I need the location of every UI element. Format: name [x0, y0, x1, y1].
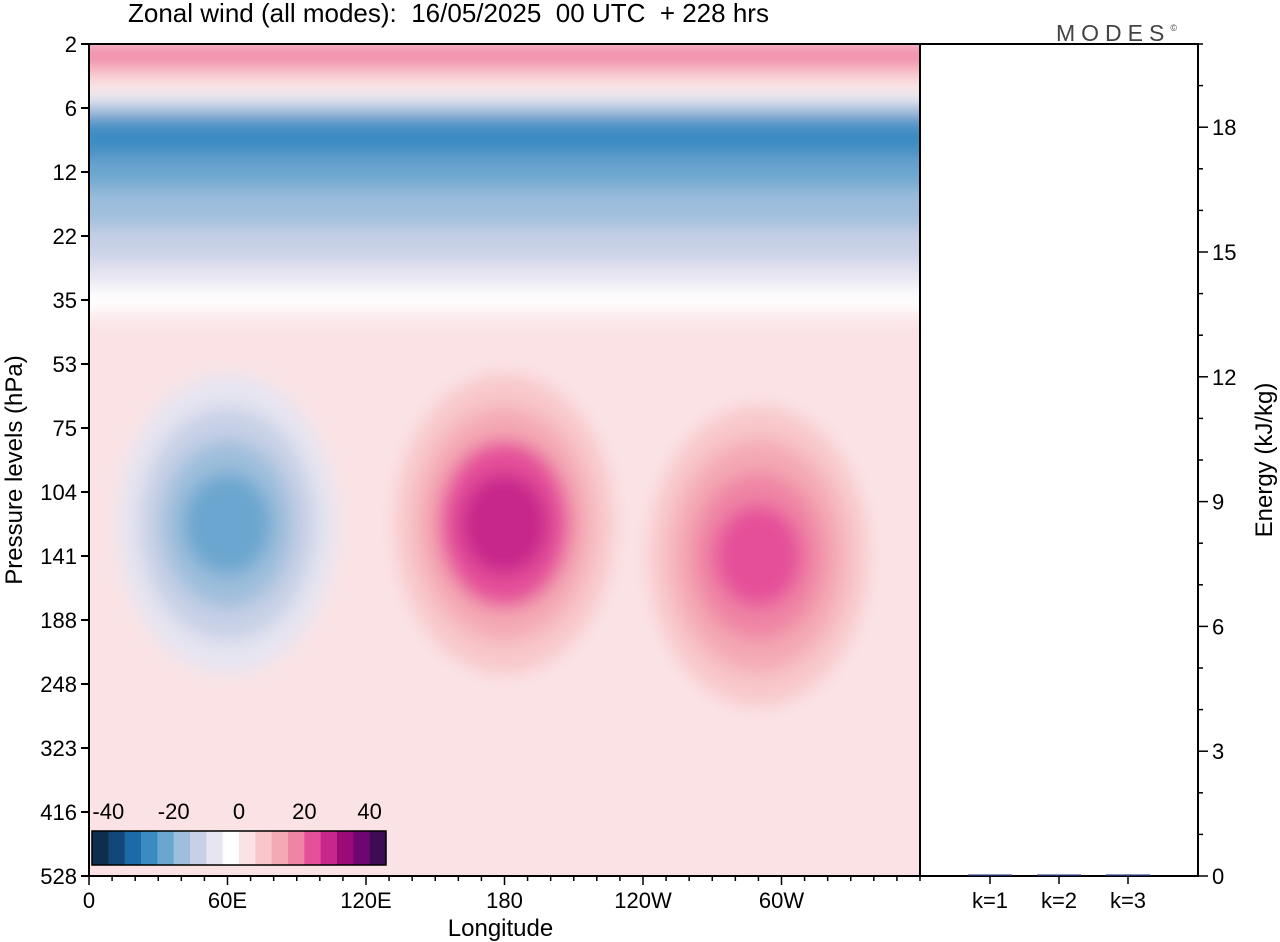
- y-tick-label: 248: [40, 672, 77, 697]
- wind-band: [89, 79, 920, 93]
- wind-band: [89, 156, 920, 189]
- energy-tick-label: 15: [1212, 240, 1236, 265]
- energy-panel-frame: [919, 43, 1199, 877]
- colorbar-tick-label: 0: [233, 799, 245, 824]
- modes-logo-text: MODES: [1056, 20, 1171, 46]
- colorbar: -40 -20 0 20 40: [91, 799, 387, 866]
- colorbar-swatch: [255, 831, 273, 865]
- colorbar-swatch: [173, 831, 191, 865]
- y-tick-label: 6: [65, 96, 77, 121]
- colorbar-tick-label: -40: [92, 799, 124, 824]
- energy-tick-label: 9: [1212, 490, 1224, 515]
- colorbar-swatch: [288, 831, 305, 865]
- y-tick-label: 528: [40, 864, 77, 889]
- y-tick-label: 22: [53, 224, 77, 249]
- colorbar-swatch: [92, 831, 109, 865]
- energy-tick-label: 12: [1212, 365, 1236, 390]
- energy-bar: [1106, 874, 1150, 876]
- wind-heatmap: [89, 44, 920, 876]
- colorbar-swatch: [271, 831, 289, 865]
- y-tick-label: 35: [53, 288, 77, 313]
- y-tick-label: 104: [40, 480, 77, 505]
- x-tick-label: 0: [83, 888, 95, 913]
- energy-category-label: k=2: [1041, 888, 1077, 913]
- colorbar-tick-label: -20: [158, 799, 190, 824]
- colorbar-swatch: [353, 831, 371, 865]
- energy-bar: [1037, 874, 1081, 876]
- colorbar-swatch: [108, 831, 126, 865]
- energy-bar: [968, 874, 1012, 876]
- y-tick-label: 141: [40, 544, 77, 569]
- colorbar-frame: [91, 830, 387, 866]
- energy-axis-title: Energy (kJ/kg): [1251, 383, 1278, 538]
- energy-tick-label: 6: [1212, 614, 1224, 639]
- colorbar-swatch: [320, 831, 338, 865]
- wind-band: [89, 98, 920, 113]
- wind-band: [89, 111, 920, 122]
- colorbar-swatch: [124, 831, 142, 865]
- wind-band: [89, 120, 920, 157]
- copyright-mark: ©: [1170, 23, 1177, 33]
- x-tick-label: 60E: [208, 888, 247, 913]
- energy-tick-label: 18: [1212, 115, 1236, 140]
- y-tick-label: 12: [53, 160, 77, 185]
- wind-band: [89, 312, 920, 365]
- x-tick-label: 120E: [340, 888, 391, 913]
- wind-core-contour: [714, 505, 803, 607]
- wind-band: [89, 66, 920, 81]
- x-tick-label: 60W: [759, 888, 804, 913]
- modes-logo: MODES©: [1056, 20, 1177, 47]
- colorbar-tick-label: 40: [357, 799, 381, 824]
- wind-band: [89, 44, 920, 68]
- y-tick-label: 75: [53, 416, 77, 441]
- y-tick-label: 188: [40, 608, 77, 633]
- colorbar-swatch: [337, 831, 354, 865]
- y-tick-label: 53: [53, 352, 77, 377]
- x-tick-label: 180: [486, 888, 523, 913]
- colorbar-swatch: [141, 831, 158, 865]
- colorbar-tick-label: 20: [292, 799, 316, 824]
- wind-band: [89, 287, 920, 314]
- colorbar-swatch: [190, 831, 207, 865]
- energy-tick-label: 3: [1212, 739, 1224, 764]
- y-tick-label: 323: [40, 736, 77, 761]
- wind-band: [89, 226, 920, 263]
- energy-category-label: k=3: [1110, 888, 1146, 913]
- y-axis-title: Pressure levels (hPa): [1, 355, 28, 584]
- wind-band: [89, 261, 920, 289]
- energy-category-label: k=1: [972, 888, 1008, 913]
- colorbar-swatch: [222, 831, 240, 865]
- wind-band: [89, 188, 920, 228]
- wind-core-contour: [183, 473, 272, 575]
- y-tick-label: 2: [65, 32, 77, 57]
- wind-band: [89, 92, 920, 100]
- colorbar-swatch: [157, 831, 175, 865]
- colorbar-swatch: [206, 831, 224, 865]
- colorbar-swatch: [304, 831, 322, 865]
- colorbar-swatch: [369, 831, 387, 865]
- energy-tick-label: 0: [1212, 864, 1224, 889]
- colorbar-swatch: [239, 831, 256, 865]
- x-tick-label: 120W: [614, 888, 672, 913]
- chart-title: Zonal wind (all modes): 16/05/2025 00 UT…: [128, 0, 769, 28]
- x-axis-title: Longitude: [448, 915, 553, 942]
- y-tick-label: 416: [40, 800, 77, 825]
- energy-bar-chart: 0 3 6 9 12 15 18 Energy (kJ/kg) k=1 k=2 k=3: [968, 43, 1278, 913]
- wind-core-contour: [460, 473, 549, 575]
- wind-cores: [117, 374, 869, 706]
